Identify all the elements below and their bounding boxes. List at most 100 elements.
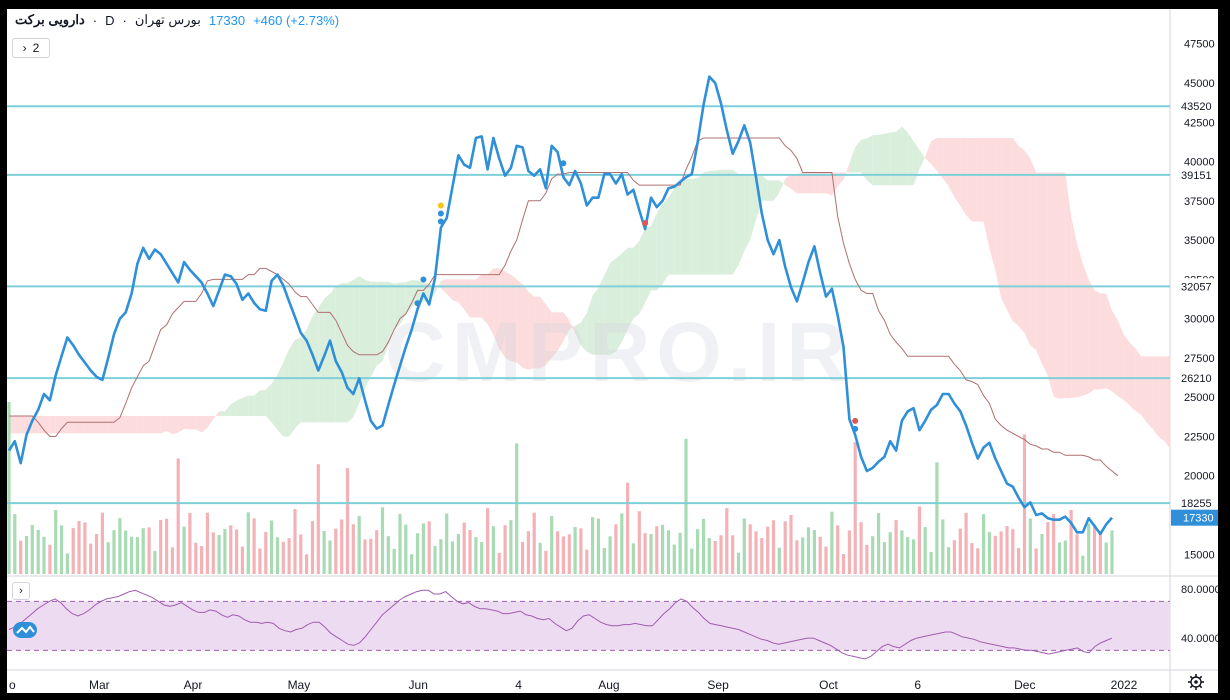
cloud-segment — [674, 178, 681, 275]
volume-bar — [614, 524, 618, 574]
level-label-bg — [1171, 278, 1218, 295]
cloud-segment — [866, 135, 873, 186]
cloud-segment — [534, 296, 541, 369]
volume-bar — [456, 534, 460, 574]
volume-bar — [293, 509, 297, 574]
volume-bar — [112, 530, 116, 574]
volume-bar — [1034, 548, 1038, 574]
volume-bar — [865, 544, 869, 574]
cloud-segment — [49, 416, 56, 434]
volume-bar — [194, 542, 198, 574]
volume-bar — [521, 542, 525, 574]
cloud-segment — [359, 276, 365, 404]
volume-bar — [205, 512, 209, 574]
price-axis-tick: 27500 — [1184, 353, 1215, 365]
volume-bar — [882, 542, 886, 574]
cloud-segment — [744, 174, 751, 252]
cloud-segment — [242, 395, 249, 417]
cloud-segment — [1065, 172, 1072, 398]
volume-bar — [48, 544, 52, 574]
cloud-segment — [20, 416, 27, 434]
volume-bar — [491, 526, 495, 574]
cloud-segment — [1024, 150, 1031, 346]
volume-bar — [497, 552, 501, 574]
cloud-segment — [108, 416, 115, 434]
cloud-segment — [545, 304, 552, 365]
cloud-segment — [1047, 172, 1054, 397]
volume-bar — [748, 524, 752, 574]
volume-bar — [42, 536, 46, 574]
volume-bar — [766, 526, 770, 574]
volume-bar — [912, 539, 916, 574]
volume-bar — [701, 518, 706, 574]
signal-marker — [420, 276, 427, 283]
cloud-segment — [808, 172, 815, 194]
cloud-segment — [645, 225, 651, 303]
volume-bar — [106, 542, 110, 574]
volume-bar — [252, 518, 256, 574]
time-axis-label: May — [288, 678, 311, 692]
cloud-segment — [919, 149, 926, 170]
volume-bar — [404, 524, 408, 574]
rsi-line — [8, 589, 1113, 660]
time-axis-label: Aug — [598, 678, 619, 692]
cloud-segment — [1071, 216, 1077, 398]
time-axis[interactable]: o Mar Apr May Jun 4 Aug Sep Oct 6 Dec 2022 — [9, 678, 1138, 692]
cloud-segment — [470, 279, 476, 318]
price-axis-tick: 47500 — [1184, 39, 1215, 51]
cloud-segment — [382, 281, 389, 362]
volume-bar — [573, 527, 577, 574]
volume-bar — [1104, 542, 1108, 574]
cloud-segment — [388, 281, 395, 346]
time-axis-label: Dec — [1014, 678, 1035, 692]
volume-bars — [7, 402, 1114, 574]
chart-area[interactable]: CMPRO.IR 47500 45000 42500 40000 37500 35000 3… — [7, 9, 1221, 693]
cloud-segment — [948, 137, 955, 198]
volume-bar — [1087, 523, 1091, 574]
volume-bar — [450, 541, 455, 574]
rsi-pane — [7, 589, 1170, 660]
legend-collapse-button[interactable]: › 2 — [12, 38, 50, 58]
horizontal-levels[interactable] — [7, 105, 1170, 505]
exchange: بورس تهران — [134, 12, 201, 27]
price-series[interactable] — [7, 75, 1113, 536]
volume-bar — [264, 531, 268, 574]
cloud-segment — [773, 180, 780, 201]
volume-bar — [1069, 510, 1073, 574]
volume-bar — [771, 520, 776, 574]
volume-bar — [71, 528, 75, 574]
cloud-segment — [785, 174, 792, 189]
cloud-segment — [685, 178, 692, 275]
cloud-segment — [1041, 172, 1048, 376]
gear-icon[interactable] — [1188, 674, 1204, 690]
volume-bar — [159, 520, 163, 574]
volume-bar — [719, 535, 723, 574]
volume-bar — [415, 533, 420, 574]
cloud-segment — [184, 416, 190, 430]
volume-bar — [853, 442, 857, 574]
cloud-segment — [265, 383, 272, 423]
cloud-segment — [131, 416, 138, 434]
symbol-name[interactable]: دارویی برکت — [15, 12, 85, 27]
chart-canvas[interactable]: CMPRO.IR 47500 45000 42500 40000 37500 35000 3… — [7, 9, 1221, 693]
cloud-segment — [364, 279, 371, 388]
price-axis[interactable]: 4750045000425004000037500350003250030000… — [1171, 39, 1221, 645]
rsi-legend-expand-button[interactable]: › — [12, 582, 30, 600]
cloud-segment — [814, 172, 821, 194]
volume-bar — [188, 512, 192, 574]
volume-bar — [369, 538, 373, 574]
cloud-segment — [400, 282, 406, 325]
volume-bar — [1005, 526, 1009, 574]
price-axis-tick: 20000 — [1184, 471, 1215, 483]
volume-bar — [83, 522, 87, 574]
collapsed-count: 2 — [32, 41, 40, 55]
volume-bar — [532, 512, 536, 574]
volume-bar — [141, 528, 145, 574]
volume-bar — [503, 525, 507, 574]
price-axis-tick: 45000 — [1184, 78, 1215, 90]
cloud-segment — [901, 126, 908, 186]
volume-bar — [684, 438, 688, 574]
interval[interactable]: D — [105, 12, 115, 28]
volume-bar — [585, 549, 589, 574]
